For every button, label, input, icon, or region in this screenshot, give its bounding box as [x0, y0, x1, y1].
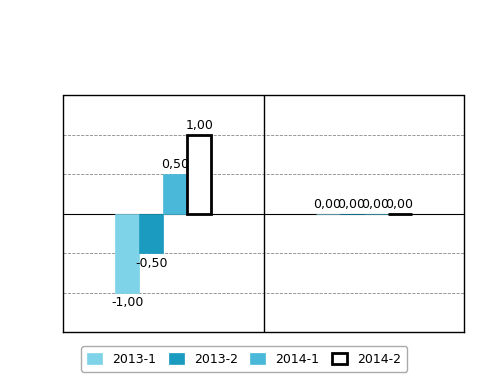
Text: 0,00: 0,00 — [386, 198, 413, 211]
Text: 0,50: 0,50 — [162, 158, 189, 171]
Text: 0,00: 0,00 — [338, 198, 366, 211]
Legend: 2013-1, 2013-2, 2014-1, 2014-2: 2013-1, 2013-2, 2014-1, 2014-2 — [81, 346, 407, 372]
Text: 0,00: 0,00 — [362, 198, 389, 211]
Bar — [187, 135, 211, 214]
Bar — [116, 214, 140, 293]
Text: -1,00: -1,00 — [111, 296, 143, 309]
Bar — [140, 214, 163, 253]
Text: -0,50: -0,50 — [135, 257, 168, 270]
Text: 1,00: 1,00 — [185, 119, 213, 132]
Bar — [163, 175, 187, 214]
Text: 0,00: 0,00 — [314, 198, 342, 211]
